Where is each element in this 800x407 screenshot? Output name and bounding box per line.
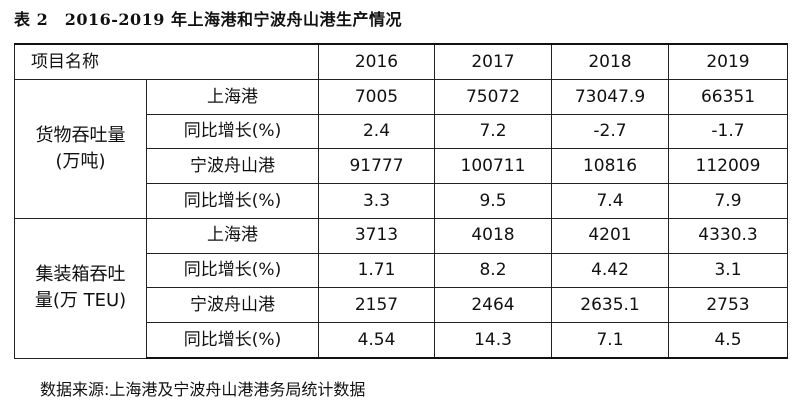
item-name-header: 项目名称 bbox=[14, 43, 319, 81]
cell-value: 75072 bbox=[434, 79, 552, 115]
cell-value: 3.3 bbox=[318, 183, 435, 219]
cell-value: 2464 bbox=[434, 287, 552, 323]
group-label-line: 货物吞吐量 bbox=[35, 124, 126, 146]
cell-value: 7.1 bbox=[551, 321, 669, 359]
cell-value: 66351 bbox=[668, 79, 788, 115]
cell-value: 7005 bbox=[318, 79, 435, 115]
row-name: 同比增长(%) bbox=[146, 252, 319, 289]
header-row: 项目名称 2016 2017 2018 2019 bbox=[14, 43, 788, 81]
group-label-cargo: 货物吞吐量 (万吨) bbox=[14, 79, 147, 219]
row-name: 宁波舟山港 bbox=[146, 287, 319, 323]
table-row: 同比增长(%) 3.3 9.5 7.4 7.9 bbox=[15, 183, 788, 219]
cell-value: 4.54 bbox=[318, 321, 435, 359]
table-title: 表 2 2016-2019 年上海港和宁波舟山港生产情况 bbox=[14, 10, 402, 29]
year-header: 2019 bbox=[668, 43, 788, 81]
group-label-line: 量(万 TEU) bbox=[34, 290, 127, 312]
cell-value: 100711 bbox=[434, 148, 552, 185]
row-name: 同比增长(%) bbox=[146, 183, 319, 219]
cell-value: 1.71 bbox=[318, 252, 435, 289]
table-row: 同比增长(%) 4.54 14.3 7.1 4.5 bbox=[15, 321, 788, 359]
cell-value: 2.4 bbox=[318, 113, 435, 150]
cell-value: -2.7 bbox=[551, 113, 669, 150]
cell-value: 4330.3 bbox=[668, 217, 788, 254]
cell-value: 2635.1 bbox=[551, 287, 669, 323]
row-name: 上海港 bbox=[146, 217, 319, 254]
cell-value: 10816 bbox=[551, 148, 669, 185]
port-production-table: 项目名称 2016 2017 2018 2019 货物吞吐量 (万吨) 上海港 … bbox=[14, 43, 788, 359]
row-name: 上海港 bbox=[146, 79, 319, 115]
table-row: 宁波舟山港 2157 2464 2635.1 2753 bbox=[15, 287, 788, 323]
cell-value: 112009 bbox=[668, 148, 788, 185]
row-name: 宁波舟山港 bbox=[146, 148, 319, 185]
row-name: 同比增长(%) bbox=[146, 113, 319, 150]
year-header: 2016 bbox=[318, 43, 435, 81]
cell-value: 2753 bbox=[668, 287, 788, 323]
year-header: 2018 bbox=[551, 43, 669, 81]
cell-value: 2157 bbox=[318, 287, 435, 323]
group-label-line: (万吨) bbox=[55, 150, 106, 172]
cell-value: 4.42 bbox=[551, 252, 669, 289]
cell-value: -1.7 bbox=[668, 113, 788, 150]
cell-value: 3713 bbox=[318, 217, 435, 254]
table-row: 宁波舟山港 91777 100711 10816 112009 bbox=[15, 148, 788, 185]
cell-value: 8.2 bbox=[434, 252, 552, 289]
table-row: 同比增长(%) 1.71 8.2 4.42 3.1 bbox=[15, 252, 788, 289]
year-header: 2017 bbox=[434, 43, 552, 81]
table-row: 货物吞吐量 (万吨) 上海港 7005 75072 73047.9 66351 bbox=[14, 79, 788, 219]
cell-value: 3.1 bbox=[668, 252, 788, 289]
cell-value: 14.3 bbox=[434, 321, 552, 359]
cell-value: 7.9 bbox=[668, 183, 788, 219]
cell-value: 91777 bbox=[318, 148, 435, 185]
cell-value: 9.5 bbox=[434, 183, 552, 219]
cell-value: 4018 bbox=[434, 217, 552, 254]
table-row: 集装箱吞吐 量(万 TEU) 上海港 3713 4018 4201 4330.3 bbox=[14, 217, 788, 359]
cell-value: 4.5 bbox=[668, 321, 788, 359]
data-source-note: 数据来源:上海港及宁波舟山港港务局统计数据 bbox=[40, 380, 366, 399]
cell-value: 7.2 bbox=[434, 113, 552, 150]
cell-value: 4201 bbox=[551, 217, 669, 254]
group-label-container: 集装箱吞吐 量(万 TEU) bbox=[14, 217, 147, 359]
group-label-line: 集装箱吞吐 bbox=[35, 264, 126, 286]
cell-value: 73047.9 bbox=[551, 79, 669, 115]
table-row: 同比增长(%) 2.4 7.2 -2.7 -1.7 bbox=[15, 113, 788, 150]
cell-value: 7.4 bbox=[551, 183, 669, 219]
row-name: 同比增长(%) bbox=[146, 321, 319, 359]
